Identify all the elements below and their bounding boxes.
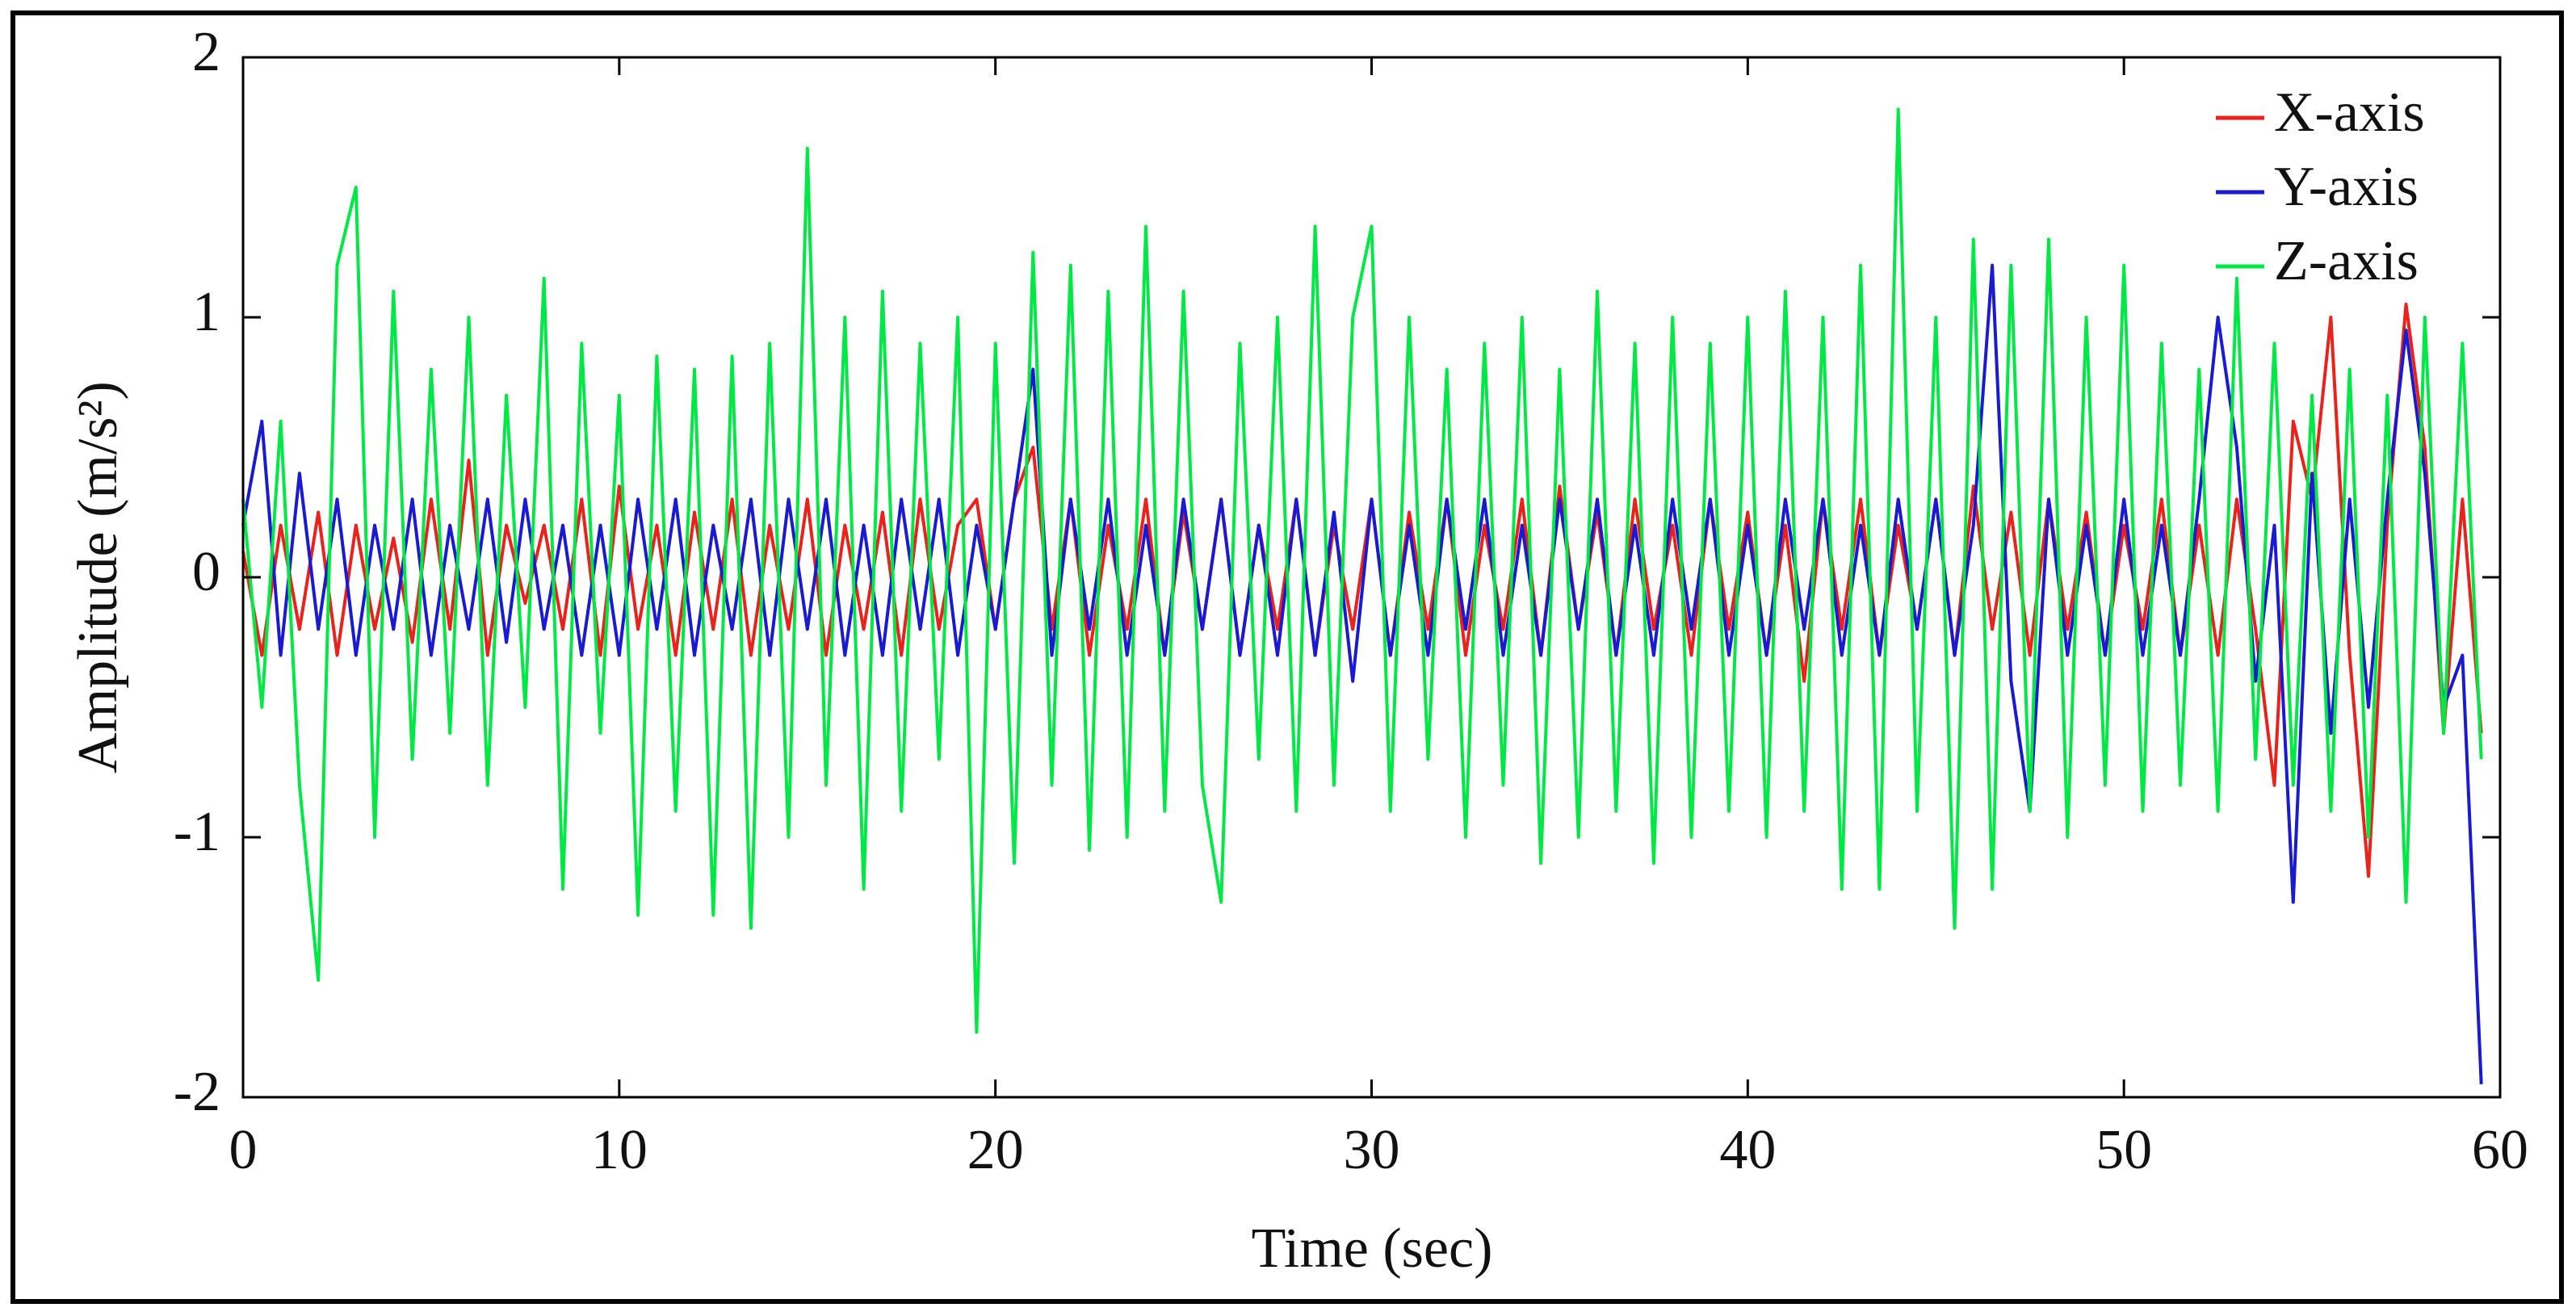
- y-tick-label: -2: [174, 1061, 220, 1123]
- y-tick-label: 0: [192, 541, 220, 603]
- y-tick-label: 1: [192, 281, 220, 343]
- legend-label: X-axis: [2274, 82, 2425, 144]
- x-tick-label: 40: [1719, 1119, 1776, 1181]
- x-tick-label: 0: [229, 1119, 258, 1181]
- y-axis-label: Amplitude (m/s²): [67, 381, 129, 773]
- legend-label: Y-axis: [2274, 156, 2419, 218]
- y-tick-label: 2: [192, 21, 220, 83]
- x-tick-label: 20: [967, 1119, 1024, 1181]
- legend-label: Z-axis: [2274, 230, 2419, 292]
- x-tick-label: 60: [2472, 1119, 2528, 1181]
- series-line: [241, 263, 2483, 1084]
- x-tick-label: 30: [1344, 1119, 1400, 1181]
- y-tick-label: -1: [174, 801, 220, 863]
- x-tick-label: 50: [2096, 1119, 2152, 1181]
- x-axis-label: Time (sec): [1252, 1218, 1493, 1280]
- x-tick-label: 10: [591, 1119, 648, 1181]
- series-line: [241, 107, 2483, 1034]
- frame: [10, 10, 2564, 1304]
